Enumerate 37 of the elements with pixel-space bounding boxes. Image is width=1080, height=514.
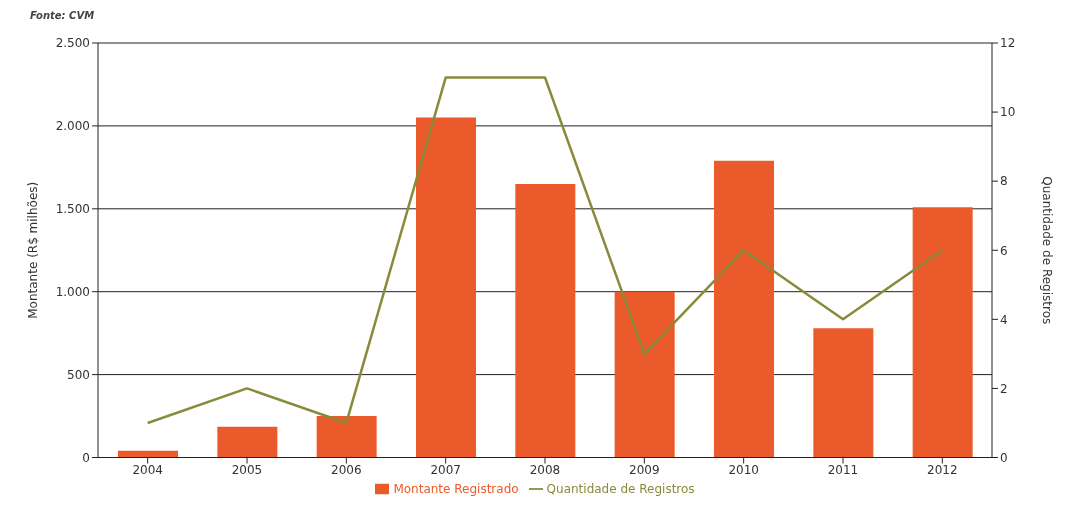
- x-tick-label: 2006: [331, 463, 362, 478]
- legend-label: Montante Registrado: [393, 481, 519, 496]
- y-tick-label: 500: [67, 367, 90, 382]
- source-note: Fonte: CVM: [30, 10, 95, 21]
- y2-tick-label: 2: [1000, 381, 1008, 396]
- x-tick-label: 2012: [927, 463, 958, 478]
- y-tick-label: 2.000: [55, 119, 90, 134]
- y-tick-label: 1.000: [55, 284, 90, 299]
- y2-tick-label: 8: [1000, 174, 1008, 189]
- x-tick-label: 2004: [132, 463, 163, 478]
- y-axis-title: Montante (R$ milhões): [26, 181, 41, 319]
- y2-tick-label: 0: [1000, 450, 1008, 465]
- y2-tick-label: 6: [1000, 243, 1008, 258]
- bar: [614, 291, 675, 458]
- y-tick-label: 2.500: [55, 36, 90, 51]
- x-tick-label: 2011: [827, 463, 859, 478]
- bar: [316, 416, 377, 458]
- x-tick-label: 2010: [728, 463, 759, 478]
- y2-tick-label: 4: [1000, 312, 1008, 327]
- line-series: [146, 76, 944, 425]
- y-tick-label: 0: [82, 450, 90, 465]
- bar: [217, 426, 278, 458]
- y2-tick-label: 12: [1000, 36, 1016, 51]
- y-tick-label: 1.500: [55, 202, 90, 217]
- bar: [416, 117, 476, 458]
- y2-tick-label: 10: [1000, 105, 1016, 120]
- bar: [813, 328, 874, 458]
- bar: [515, 183, 576, 458]
- bar: [714, 160, 774, 458]
- x-tick-label: 2005: [231, 463, 263, 478]
- y2-axis-title: Quantidade de Registros: [1039, 176, 1054, 325]
- x-tick-label: 2008: [529, 463, 561, 478]
- x-tick-label: 2007: [430, 463, 461, 478]
- x-tick-label: 2009: [629, 463, 660, 478]
- bar: [912, 207, 973, 458]
- bar: [118, 450, 178, 458]
- legend-label: Quantidade de Registros: [546, 481, 695, 496]
